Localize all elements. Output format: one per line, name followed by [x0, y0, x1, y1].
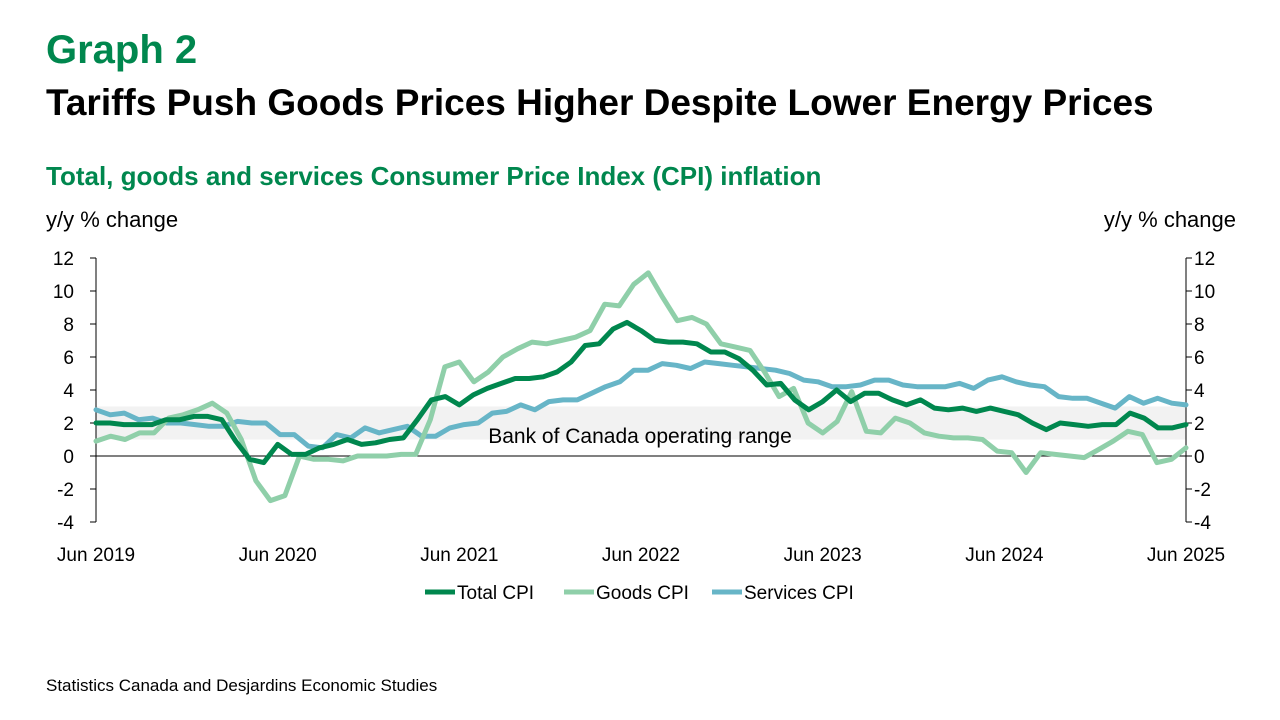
right-y-tick-label: 12	[1194, 249, 1215, 270]
page-title: Tariffs Push Goods Prices Higher Despite…	[46, 82, 1154, 123]
left-y-tick-label: 10	[53, 282, 74, 303]
left-y-tick-label: 8	[63, 315, 74, 336]
right-y-tick-label: 8	[1194, 315, 1205, 336]
legend-label-total: Total CPI	[457, 583, 534, 604]
left-y-tick-label: 12	[53, 249, 74, 270]
series-line-goods	[93, 270, 1189, 504]
x-tick-label: Jun 2025	[1147, 545, 1225, 566]
legend-label-services: Services CPI	[744, 583, 854, 604]
x-tick-label: Jun 2019	[57, 545, 135, 566]
x-tick-label: Jun 2022	[602, 545, 680, 566]
chart-subtitle: Total, goods and services Consumer Price…	[46, 161, 822, 191]
left-y-axis-label: y/y % change	[46, 207, 178, 232]
right-y-tick-label: 10	[1194, 282, 1215, 303]
source-note: Statistics Canada and Desjardins Economi…	[46, 676, 438, 695]
series-line-total	[93, 319, 1189, 466]
x-tick-label: Jun 2021	[420, 545, 498, 566]
right-y-tick-label: 6	[1194, 348, 1205, 369]
left-y-tick-label: 6	[63, 348, 74, 369]
right-y-tick-label: -4	[1194, 513, 1211, 534]
x-tick-label: Jun 2023	[784, 545, 862, 566]
right-y-tick-label: 4	[1194, 381, 1205, 402]
left-y-tick-label: 2	[63, 414, 74, 435]
x-tick-label: Jun 2024	[965, 545, 1044, 566]
right-y-tick-label: -2	[1194, 480, 1211, 501]
right-y-axis-label: y/y % change	[1104, 207, 1236, 232]
x-tick-label: Jun 2020	[239, 545, 317, 566]
series-line-services	[93, 359, 1189, 451]
left-y-tick-label: 4	[63, 381, 74, 402]
left-y-tick-label: 0	[63, 447, 74, 468]
right-y-tick-label: 2	[1194, 414, 1205, 435]
legend-label-goods: Goods CPI	[596, 583, 689, 604]
left-y-tick-label: -4	[57, 513, 74, 534]
right-y-tick-label: 0	[1194, 447, 1205, 468]
operating-range-label: Bank of Canada operating range	[488, 425, 792, 448]
graph-label: Graph 2	[46, 28, 198, 72]
left-y-tick-label: -2	[57, 480, 74, 501]
